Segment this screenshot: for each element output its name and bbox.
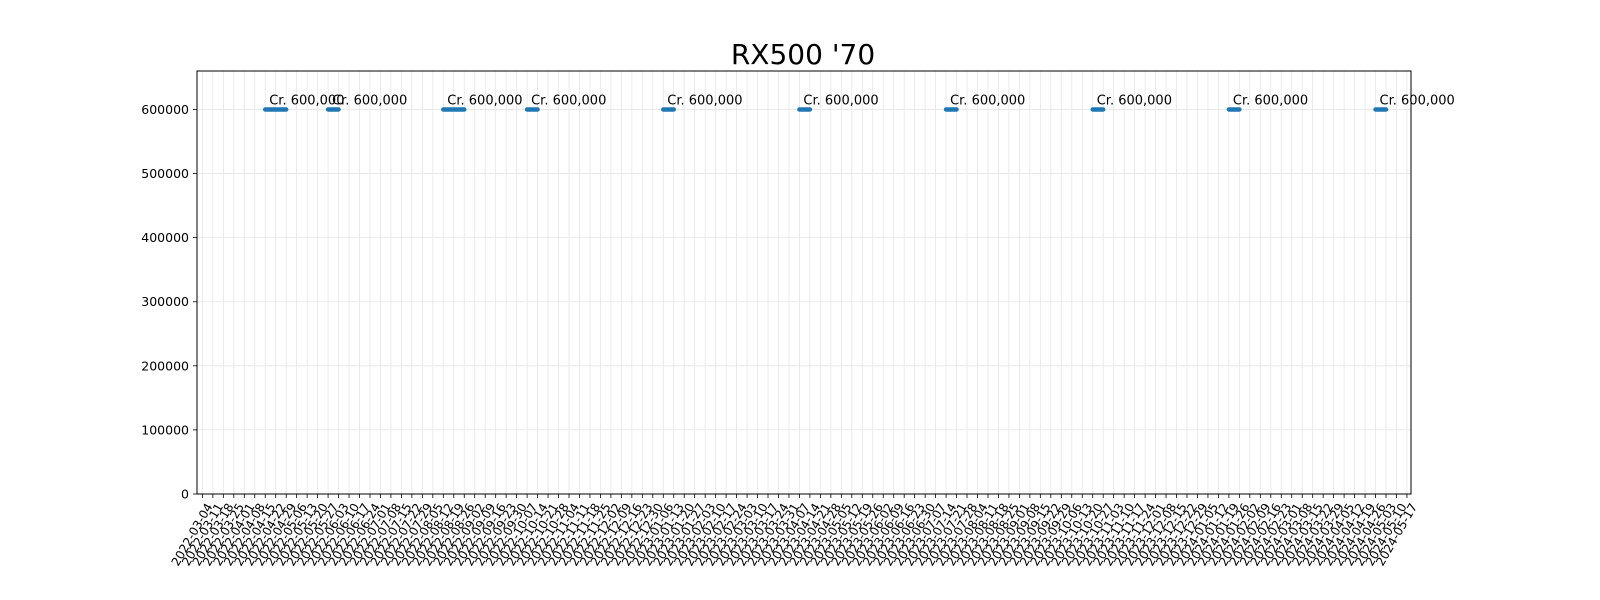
plot-frame — [196, 70, 1412, 495]
y-tick-label: 300000 — [141, 294, 189, 309]
y-tick-label: 0 — [181, 487, 189, 502]
data-label: Cr. 600,000 — [1380, 93, 1455, 108]
y-axis-ticks: 0 100000 200000 300000 400000 500000 600000 — [141, 102, 197, 502]
data-label: Cr. 600,000 — [1097, 93, 1172, 108]
data-label: Cr. 600,000 — [447, 93, 522, 108]
y-tick-label: 400000 — [141, 230, 189, 245]
y-tick-label: 600000 — [141, 102, 189, 117]
grid — [197, 71, 1411, 495]
data-label: Cr. 600,000 — [332, 93, 407, 108]
y-tick-label: 100000 — [141, 422, 189, 437]
data-label: Cr. 600,000 — [803, 93, 878, 108]
x-axis-ticks: 2022-03-042022-03-112022-03-182022-03-25… — [169, 494, 1420, 568]
data-label: Cr. 600,000 — [667, 93, 742, 108]
y-tick-label: 200000 — [141, 358, 189, 373]
y-tick-label: 500000 — [141, 166, 189, 181]
data-label: Cr. 600,000 — [269, 93, 344, 108]
data-label: Cr. 600,000 — [1233, 93, 1308, 108]
data-label: Cr. 600,000 — [531, 93, 606, 108]
chart-title: RX500 '70 — [731, 38, 875, 71]
data-label: Cr. 600,000 — [950, 93, 1025, 108]
